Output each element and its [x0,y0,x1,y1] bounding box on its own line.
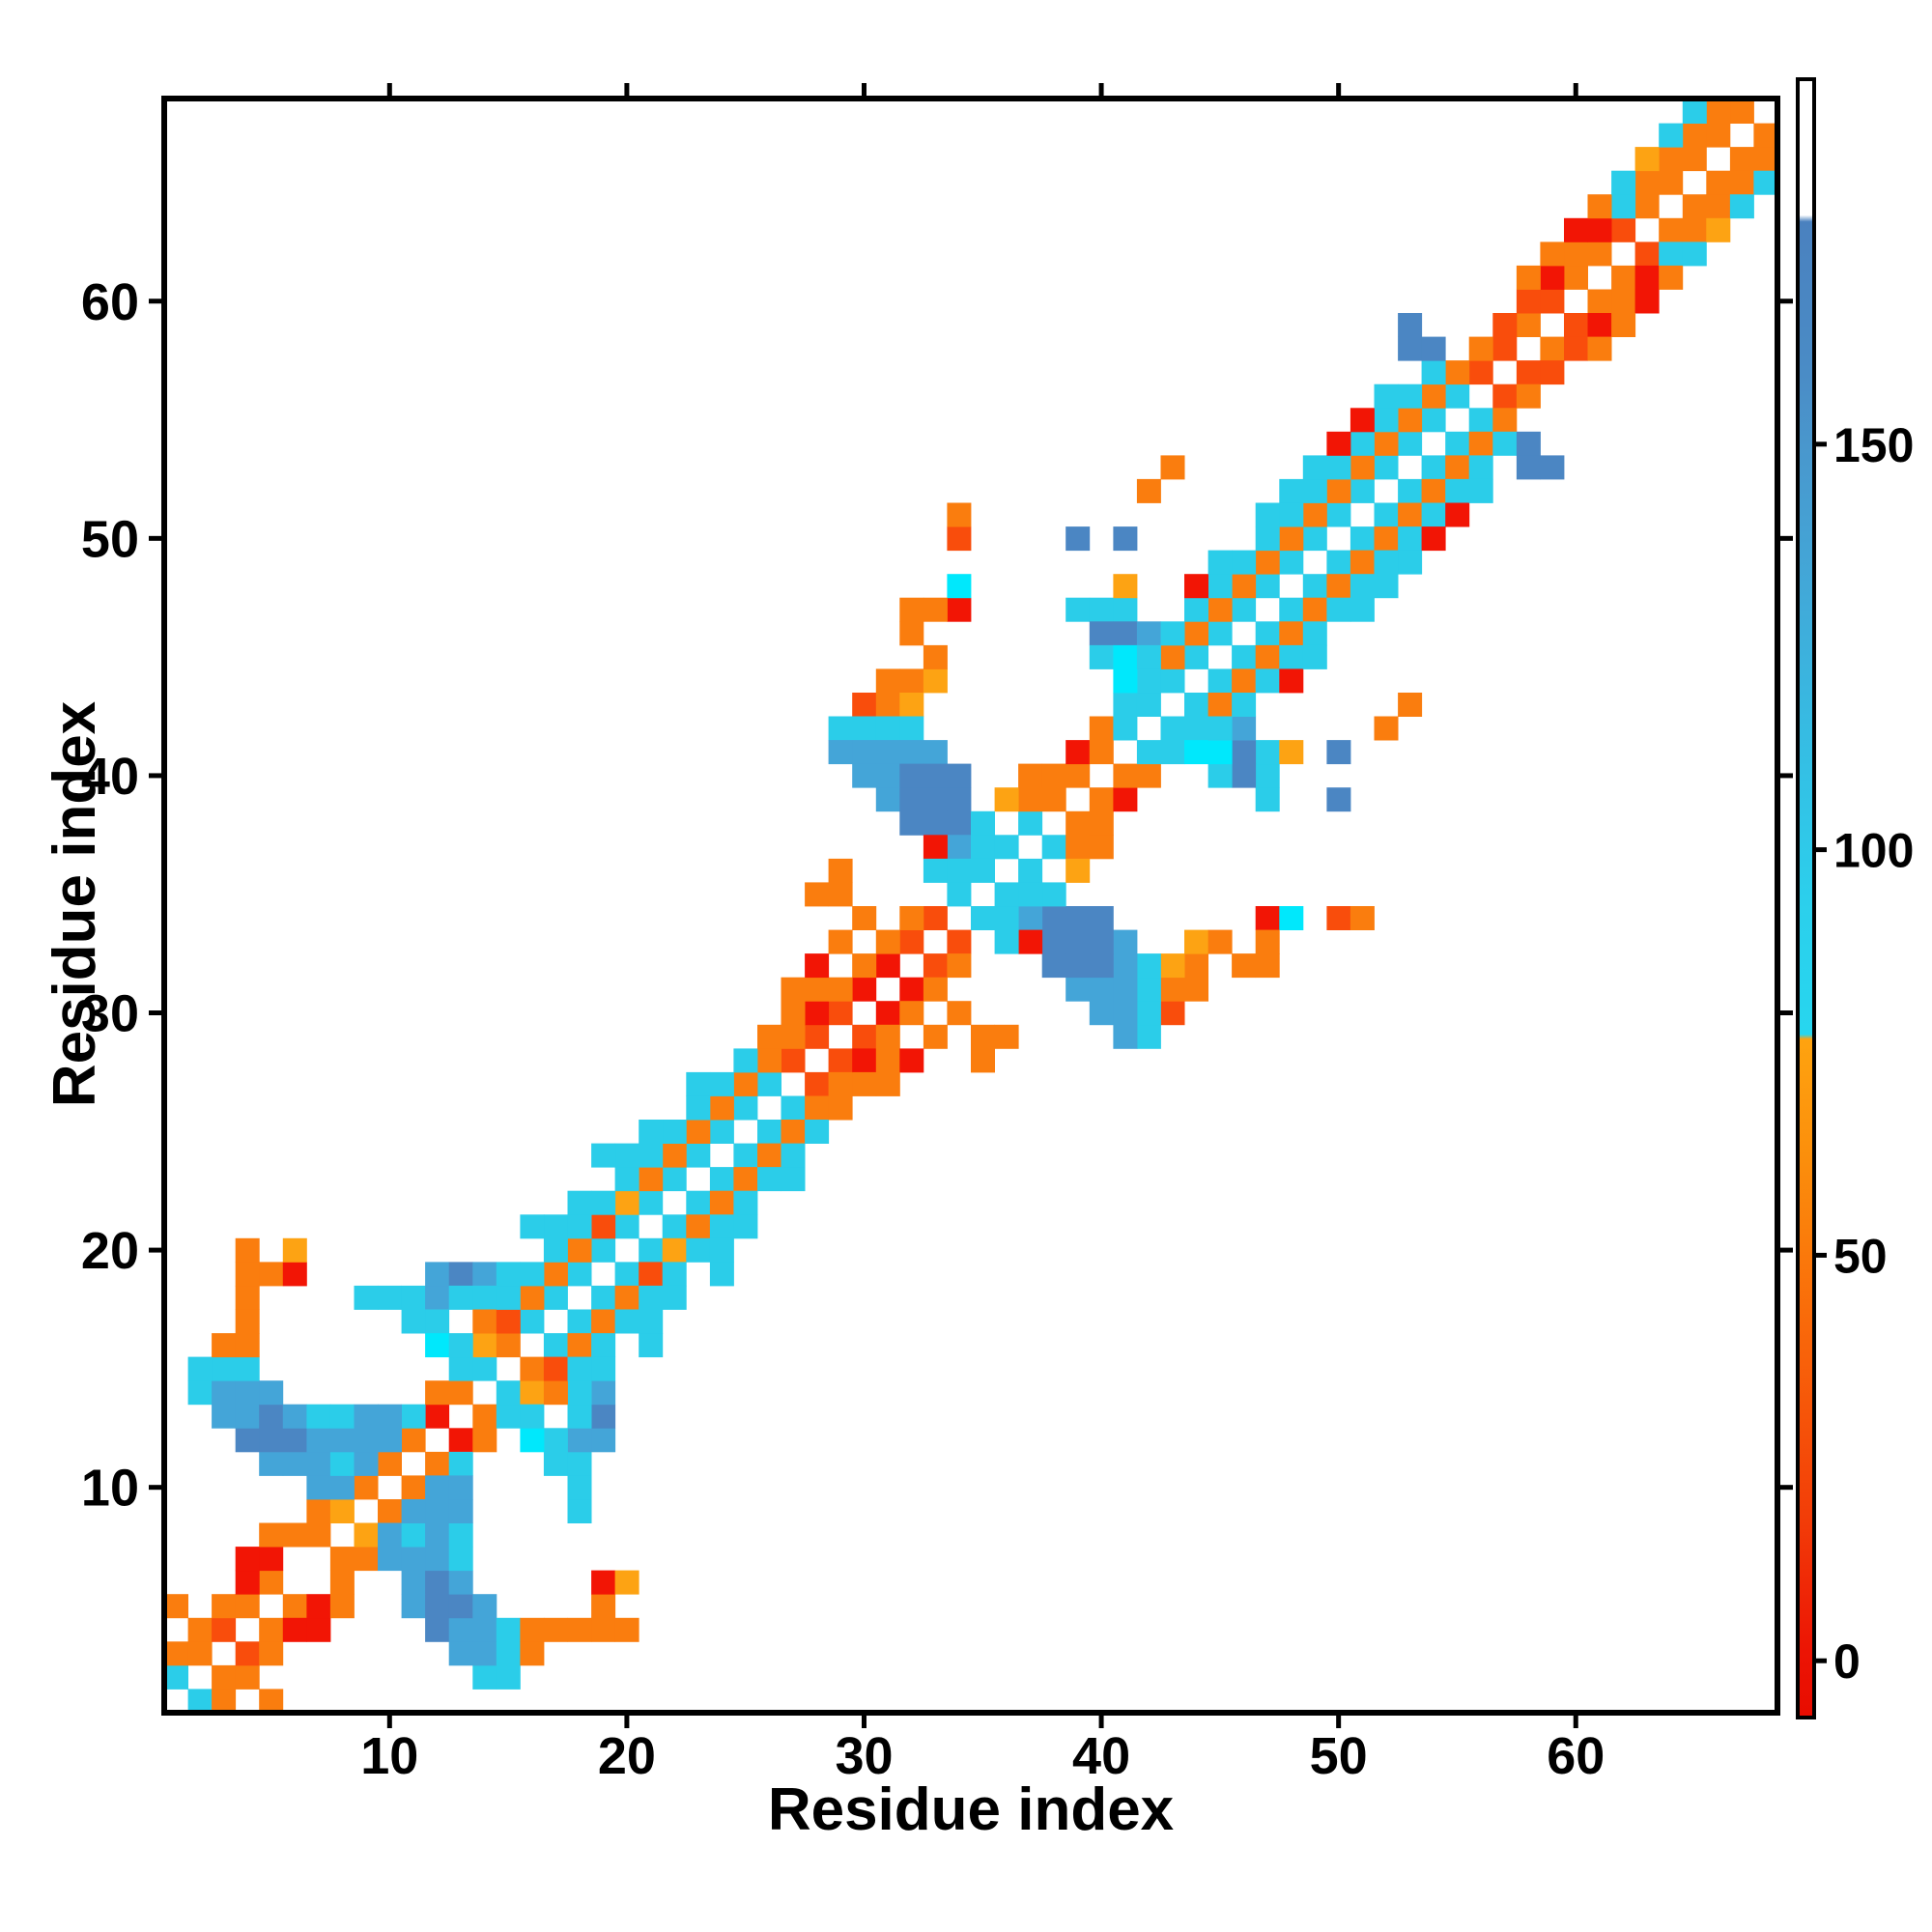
svg-text:20: 20 [81,1222,139,1280]
svg-text:20: 20 [598,1727,656,1785]
y-axis-title: Residue index [42,700,108,1108]
colorbar: 0 50 100 150 [1796,77,1914,1719]
colorbar-tick-label: 0 [1833,1634,1861,1689]
svg-text:40: 40 [81,748,139,806]
svg-text:60: 60 [81,273,139,331]
axis-ticks: 10 20 30 40 50 60 10 20 30 40 50 60 [81,83,1793,1785]
plot-border [161,96,1780,1716]
svg-text:50: 50 [1310,1727,1368,1785]
svg-text:50: 50 [81,510,139,568]
heatmap-cells [164,99,1778,1714]
svg-text:60: 60 [1547,1727,1605,1785]
colorbar-tick-label: 150 [1833,418,1914,472]
svg-text:10: 10 [360,1727,418,1785]
x-axis-title: Residue index [767,1776,1175,1843]
svg-text:30: 30 [81,985,139,1043]
colorbar-tick-label: 100 [1833,824,1914,878]
svg-text:10: 10 [81,1460,139,1518]
svg-text:40: 40 [1072,1727,1130,1785]
svg-text:30: 30 [835,1727,893,1785]
colorbar-tick-label: 50 [1833,1229,1888,1283]
